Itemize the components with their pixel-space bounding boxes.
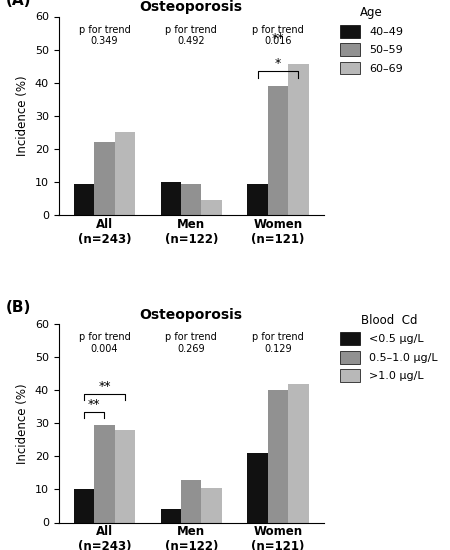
Text: p for trend
0.269: p for trend 0.269 xyxy=(166,332,217,354)
Bar xyxy=(288,383,309,522)
Bar xyxy=(94,425,115,522)
Text: (A): (A) xyxy=(5,0,31,8)
Legend: <0.5 μg/L, 0.5–1.0 μg/L, >1.0 μg/L: <0.5 μg/L, 0.5–1.0 μg/L, >1.0 μg/L xyxy=(340,314,438,382)
Bar xyxy=(202,200,222,215)
Bar xyxy=(268,390,288,522)
Bar xyxy=(115,132,135,215)
Bar xyxy=(202,488,222,522)
Text: **: ** xyxy=(272,31,284,45)
Text: (B): (B) xyxy=(5,300,31,315)
Bar xyxy=(94,142,115,215)
Bar xyxy=(181,480,202,522)
Title: Osteoporosis: Osteoporosis xyxy=(140,307,243,322)
Text: p for trend
0.004: p for trend 0.004 xyxy=(79,332,130,354)
Bar xyxy=(161,509,181,522)
Legend: 40–49, 50–59, 60–69: 40–49, 50–59, 60–69 xyxy=(340,6,403,74)
Title: Osteoporosis: Osteoporosis xyxy=(140,0,243,14)
Bar xyxy=(74,490,94,522)
Bar xyxy=(288,64,309,215)
Text: p for trend
0.492: p for trend 0.492 xyxy=(166,25,217,46)
Y-axis label: Incidence (%): Incidence (%) xyxy=(16,75,29,156)
Text: p for trend
0.016: p for trend 0.016 xyxy=(252,25,304,46)
Bar xyxy=(74,184,94,215)
Text: p for trend
0.129: p for trend 0.129 xyxy=(252,332,304,354)
Bar xyxy=(115,430,135,522)
Text: p for trend
0.349: p for trend 0.349 xyxy=(79,25,130,46)
Text: **: ** xyxy=(88,398,100,411)
Bar xyxy=(268,86,288,215)
Bar xyxy=(248,453,268,522)
Text: *: * xyxy=(275,57,281,70)
Text: **: ** xyxy=(98,380,111,393)
Bar xyxy=(161,182,181,215)
Bar xyxy=(181,184,202,215)
Bar xyxy=(248,184,268,215)
Y-axis label: Incidence (%): Incidence (%) xyxy=(16,383,29,464)
